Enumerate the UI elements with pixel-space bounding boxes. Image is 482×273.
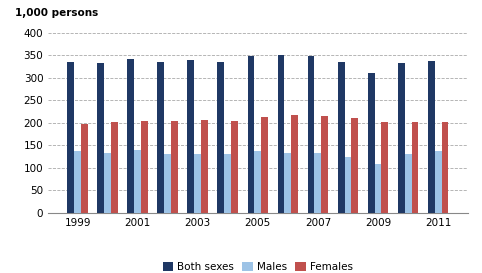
Legend: Both sexes, Males, Females: Both sexes, Males, Females [159, 258, 357, 273]
Bar [351, 118, 358, 213]
Bar [217, 62, 225, 213]
Bar [337, 62, 345, 213]
Bar [141, 121, 148, 213]
Bar [368, 73, 375, 213]
Bar [201, 120, 208, 213]
Bar [127, 59, 134, 213]
Bar [284, 153, 291, 213]
Bar [412, 122, 418, 213]
Bar [187, 60, 194, 213]
Bar [111, 122, 118, 213]
Text: 1,000 persons: 1,000 persons [14, 8, 98, 18]
Bar [291, 115, 298, 213]
Bar [435, 151, 442, 213]
Bar [398, 63, 404, 213]
Bar [67, 62, 74, 213]
Bar [254, 151, 261, 213]
Bar [442, 122, 448, 213]
Bar [97, 63, 104, 213]
Bar [321, 116, 328, 213]
Bar [261, 117, 268, 213]
Bar [231, 121, 238, 213]
Bar [404, 155, 412, 213]
Bar [194, 155, 201, 213]
Bar [278, 55, 284, 213]
Bar [134, 150, 141, 213]
Bar [308, 56, 314, 213]
Bar [247, 56, 254, 213]
Bar [104, 153, 111, 213]
Bar [375, 164, 381, 213]
Bar [164, 155, 171, 213]
Bar [381, 122, 388, 213]
Bar [171, 121, 178, 213]
Bar [74, 151, 81, 213]
Bar [81, 124, 88, 213]
Bar [345, 157, 351, 213]
Bar [428, 61, 435, 213]
Bar [225, 155, 231, 213]
Bar [314, 153, 321, 213]
Bar [158, 62, 164, 213]
